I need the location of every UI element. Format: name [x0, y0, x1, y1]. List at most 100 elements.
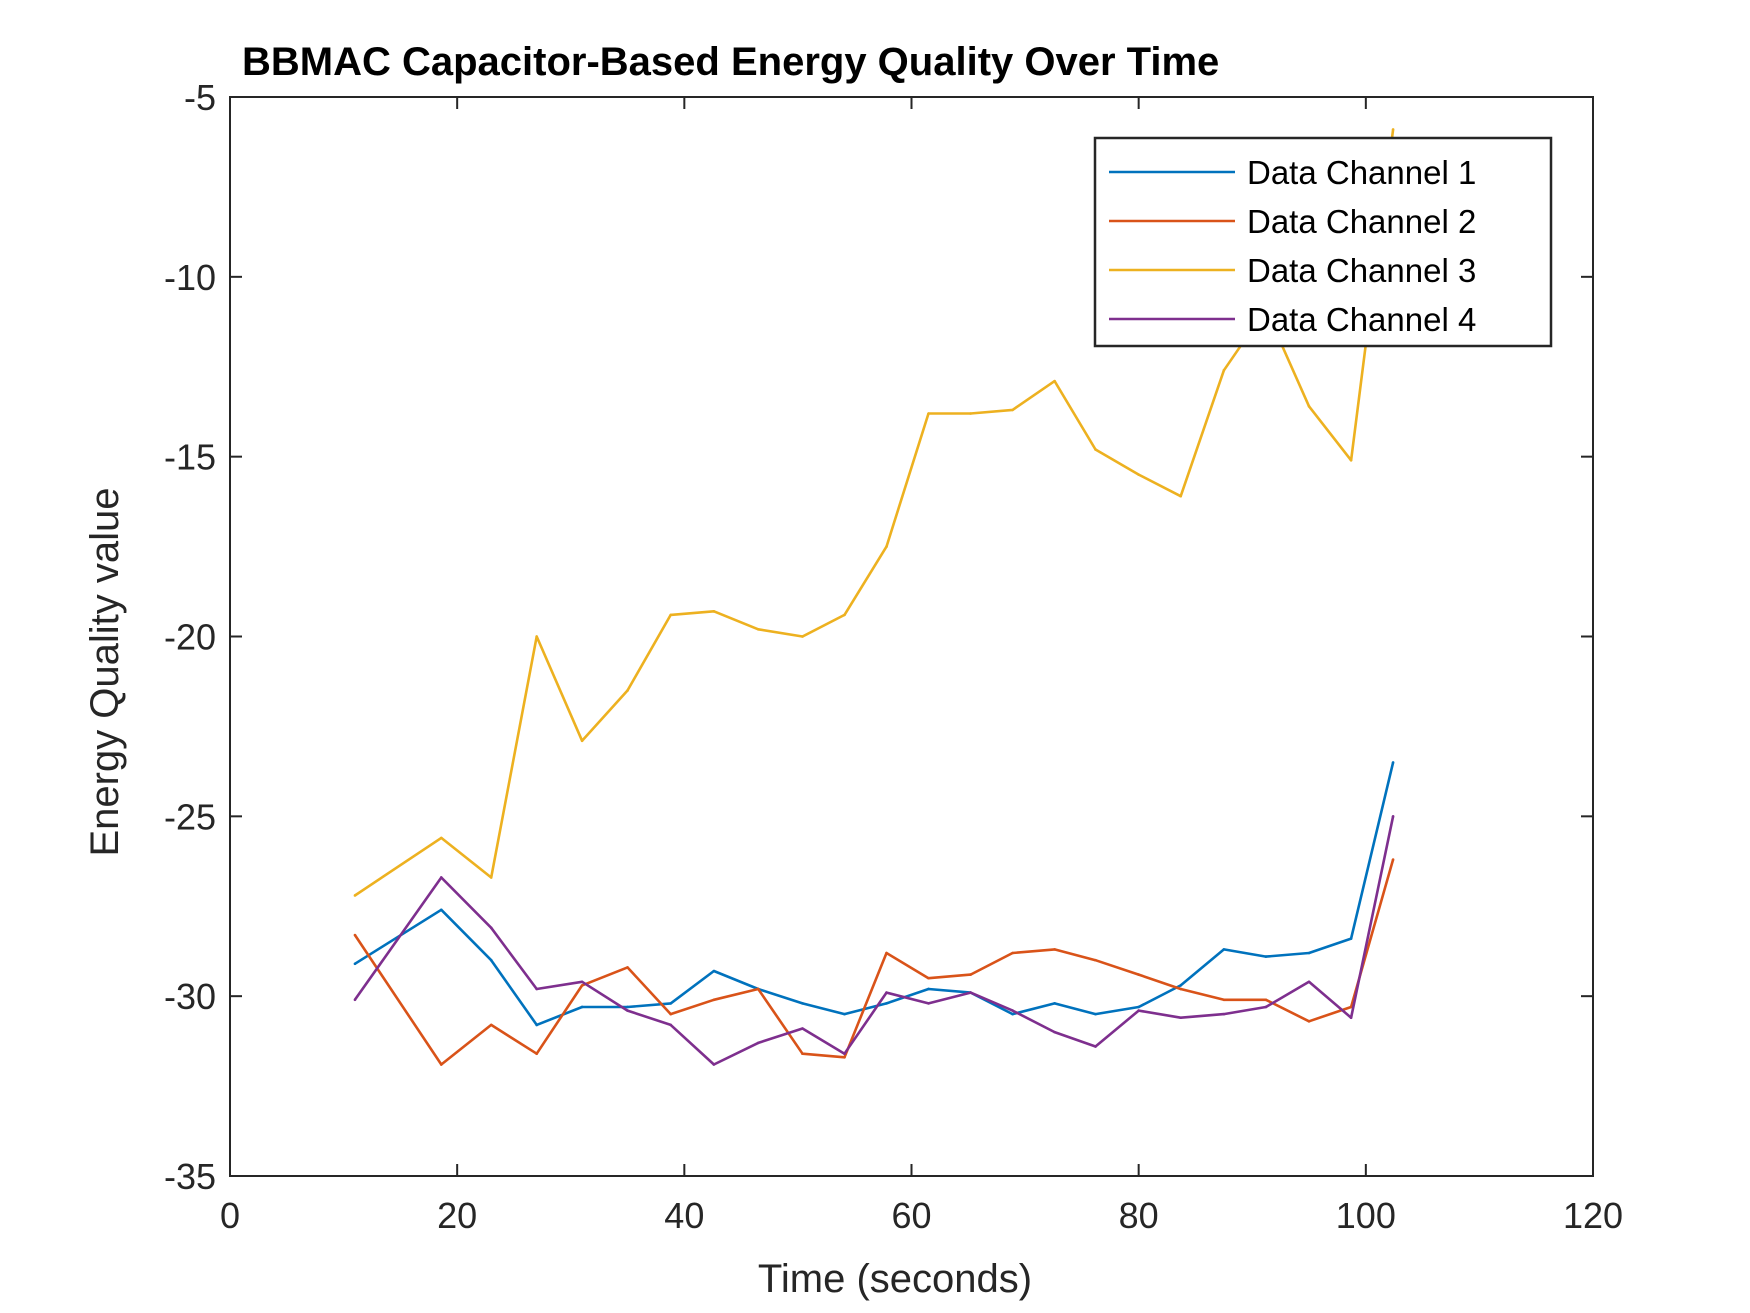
data-point	[1264, 955, 1268, 958]
data-point	[1053, 1002, 1056, 1005]
data-point	[439, 836, 443, 840]
series-line-2	[353, 859, 1395, 1066]
data-point	[1391, 128, 1395, 131]
data-point	[1011, 408, 1014, 412]
data-point	[535, 1052, 538, 1056]
x-tick-label: 100	[1336, 1195, 1396, 1236]
data-point	[580, 980, 584, 984]
data-point	[489, 876, 493, 879]
data-point	[626, 966, 629, 969]
data-point	[712, 998, 716, 1002]
data-point	[1179, 494, 1182, 498]
data-point	[969, 973, 972, 976]
data-point	[626, 1005, 629, 1009]
legend-label-2: Data Channel 2	[1247, 203, 1476, 240]
data-point	[756, 628, 760, 631]
data-point	[801, 635, 804, 638]
data-point	[1094, 958, 1097, 962]
data-point	[1307, 951, 1311, 955]
data-point	[580, 1005, 584, 1009]
x-tick-label: 0	[220, 1195, 240, 1236]
data-point	[1264, 998, 1268, 1002]
x-tick-label: 20	[437, 1195, 477, 1236]
data-point	[489, 1023, 493, 1027]
data-point	[801, 1027, 804, 1030]
legend-label-4: Data Channel 4	[1247, 301, 1476, 338]
data-point	[927, 412, 930, 415]
data-point	[1094, 1012, 1097, 1016]
data-point	[1011, 951, 1014, 955]
data-point	[756, 987, 760, 991]
x-tick-label: 120	[1563, 1195, 1623, 1236]
data-point	[1391, 815, 1395, 818]
chart-title: BBMAC Capacitor-Based Energy Quality Ove…	[242, 40, 1219, 84]
data-point	[1137, 473, 1140, 476]
data-point	[969, 412, 972, 415]
series-line-1	[354, 762, 1395, 1027]
data-point	[843, 613, 846, 617]
data-point	[1053, 379, 1056, 383]
series-line-4	[353, 816, 1395, 1066]
data-point	[1222, 1012, 1226, 1016]
data-point	[1349, 458, 1353, 462]
data-point	[885, 991, 888, 994]
data-point	[1011, 1009, 1014, 1012]
data-point	[885, 1002, 888, 1005]
data-point	[712, 969, 716, 973]
data-point	[626, 1009, 629, 1012]
data-point	[580, 739, 584, 743]
data-point	[1391, 761, 1395, 764]
data-point	[535, 987, 538, 991]
y-tick-label: -5	[184, 77, 216, 118]
data-point	[439, 1063, 443, 1066]
data-point	[885, 545, 888, 548]
data-point	[1222, 369, 1226, 372]
legend: Data Channel 1 Data Channel 2 Data Channel…	[1093, 136, 1553, 348]
x-tick-label: 80	[1119, 1195, 1159, 1236]
data-point	[1179, 984, 1182, 987]
data-point	[1137, 1005, 1140, 1009]
data-point	[801, 1002, 804, 1005]
data-point	[969, 991, 972, 994]
data-point	[927, 1002, 930, 1005]
data-point	[439, 908, 443, 912]
data-point	[843, 1056, 846, 1059]
x-tick-label: 40	[664, 1195, 704, 1236]
y-tick-label: -35	[164, 1156, 216, 1197]
data-point	[1094, 1045, 1097, 1048]
data-point	[489, 926, 493, 930]
data-point	[1222, 948, 1226, 951]
data-point	[1349, 937, 1353, 940]
data-point	[1349, 1016, 1353, 1020]
data-point	[1053, 1030, 1056, 1034]
data-point	[669, 1023, 673, 1027]
y-tick-label: -30	[164, 976, 216, 1017]
data-point	[353, 962, 357, 966]
data-point	[927, 987, 930, 991]
data-point	[580, 984, 584, 987]
data-point	[756, 1041, 760, 1045]
data-point	[1264, 1005, 1268, 1009]
data-point	[626, 689, 629, 692]
data-point	[1011, 1012, 1014, 1016]
data-point	[353, 894, 357, 897]
data-point	[1053, 948, 1056, 951]
data-point	[1307, 1020, 1311, 1023]
y-tick-label: -10	[164, 257, 216, 298]
y-tick-label: -25	[164, 796, 216, 837]
data-point	[535, 1023, 538, 1027]
y-tick-label: -20	[164, 617, 216, 658]
data-point	[1307, 405, 1311, 408]
series-line-3	[354, 129, 1395, 897]
data-point	[669, 1012, 673, 1016]
data-point	[712, 610, 716, 613]
x-tick-label: 60	[891, 1195, 931, 1236]
data-point	[669, 613, 673, 617]
data-point	[669, 1002, 673, 1005]
data-point	[1179, 1016, 1182, 1020]
data-point	[1391, 858, 1395, 861]
data-point	[1137, 1009, 1140, 1012]
legend-label-3: Data Channel 3	[1247, 252, 1476, 289]
data-point	[1179, 987, 1182, 991]
